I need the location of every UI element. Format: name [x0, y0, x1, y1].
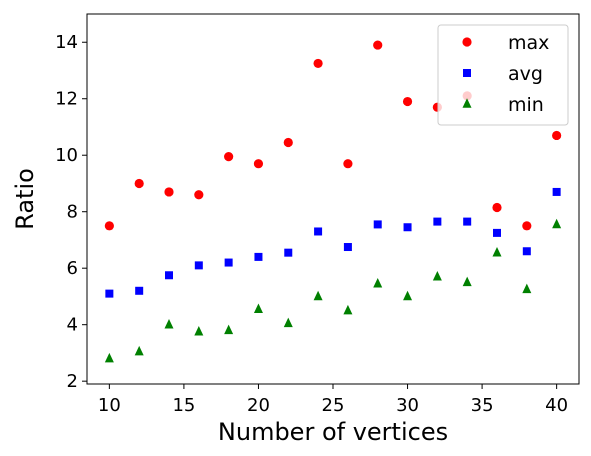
- data-point-min: [373, 278, 383, 288]
- x-tick-label: 20: [247, 395, 270, 416]
- legend-item-max: max: [462, 32, 549, 54]
- y-tick-label: 8: [67, 202, 78, 223]
- legend-box: [437, 24, 569, 126]
- data-point-max: [224, 152, 234, 162]
- data-point-avg: [105, 289, 114, 298]
- data-point-min: [164, 318, 174, 329]
- x-tick-label: 10: [98, 395, 121, 416]
- legend-label-max: max: [508, 32, 549, 54]
- data-point-avg: [343, 243, 352, 252]
- x-tick-label: 25: [322, 395, 345, 416]
- x-axis-ticks: 10 15 20 25 30 35 40: [98, 384, 568, 416]
- y-tick-label: 10: [55, 145, 78, 166]
- data-point-min: [313, 290, 323, 301]
- data-point-avg: [493, 228, 501, 237]
- legend: max avg min: [437, 24, 569, 126]
- data-point-max: [522, 221, 532, 231]
- data-point-avg: [463, 217, 472, 226]
- data-point-min: [194, 326, 204, 336]
- data-point-min: [492, 246, 502, 257]
- y-tick-label: 14: [55, 32, 78, 53]
- y-tick-label: 6: [67, 258, 78, 279]
- data-point-avg: [194, 261, 203, 270]
- y-tick-label: 2: [67, 371, 78, 392]
- data-point-max: [104, 221, 114, 231]
- series-min: [104, 218, 562, 363]
- data-point-min: [224, 324, 234, 335]
- data-point-min: [522, 283, 532, 294]
- data-point-avg: [522, 247, 531, 256]
- data-point-min: [462, 276, 472, 287]
- y-tick-label: 12: [55, 89, 78, 110]
- data-point-avg: [314, 227, 323, 236]
- y-axis-title: Ratio: [11, 168, 39, 230]
- data-point-max: [134, 178, 144, 189]
- data-point-max: [194, 190, 204, 200]
- data-point-max: [373, 40, 383, 50]
- legend-marker-max: [462, 37, 472, 47]
- data-point-avg: [254, 252, 263, 261]
- data-point-max: [164, 187, 174, 197]
- data-point-avg: [552, 187, 561, 196]
- data-point-min: [343, 304, 353, 315]
- data-point-min: [283, 317, 293, 328]
- legend-marker-min: [462, 98, 472, 108]
- data-point-max: [552, 130, 562, 141]
- data-point-min: [104, 352, 114, 363]
- data-point-max: [402, 96, 413, 107]
- data-point-max: [283, 137, 293, 148]
- data-point-max: [313, 58, 323, 69]
- legend-label-min: min: [508, 94, 544, 116]
- data-point-avg: [284, 248, 293, 257]
- data-point-avg: [135, 286, 144, 295]
- x-axis-title: Number of vertices: [218, 418, 448, 446]
- data-point-min: [134, 345, 144, 356]
- x-tick-label: 30: [396, 395, 419, 416]
- series-avg: [105, 187, 561, 298]
- data-point-avg: [373, 220, 382, 229]
- data-point-avg: [165, 271, 173, 280]
- x-tick-label: 40: [545, 395, 568, 416]
- data-point-min: [432, 270, 442, 281]
- legend-item-min: min: [462, 94, 544, 116]
- data-point-avg: [403, 223, 412, 232]
- x-tick-label: 35: [471, 395, 494, 416]
- data-point-avg: [433, 217, 442, 226]
- legend-label-avg: avg: [508, 63, 543, 85]
- data-point-avg: [224, 258, 233, 267]
- data-point-min: [403, 290, 413, 301]
- y-axis-ticks: 2 4 6 8 10 12 14: [55, 32, 87, 392]
- legend-marker-avg: [463, 69, 471, 77]
- y-tick-label: 4: [67, 315, 78, 336]
- data-point-max: [492, 202, 502, 213]
- x-tick-label: 15: [172, 395, 195, 416]
- data-point-max: [343, 159, 353, 169]
- data-point-max: [253, 159, 264, 169]
- data-point-min: [253, 303, 263, 313]
- data-point-min: [552, 218, 562, 229]
- legend-item-avg: avg: [463, 63, 543, 85]
